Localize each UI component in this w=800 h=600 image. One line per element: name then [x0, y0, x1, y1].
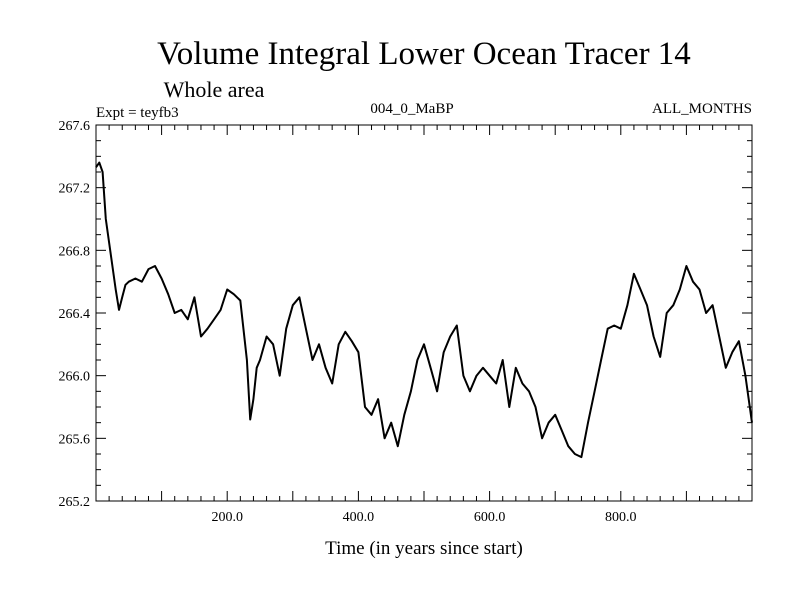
center-label: 004_0_MaBP [370, 101, 453, 117]
y-tick-label: 266.8 [59, 244, 91, 259]
expt-label: Expt = teyfb3 [96, 105, 179, 121]
y-tick-label: 265.6 [59, 432, 91, 447]
y-tick-label: 265.2 [59, 495, 91, 510]
y-tick-label: 266.0 [59, 370, 91, 385]
axis-ticks [95, 124, 753, 502]
x-axis-label: Time (in years since start) [325, 538, 523, 559]
x-tick-label: 400.0 [343, 510, 375, 525]
x-tick-label: 200.0 [211, 510, 243, 525]
tick-labels: 200.0 400.0 600.0 800.0 265.2 265.6 266.0 266.4… [59, 119, 637, 525]
y-tick-label: 267.6 [59, 119, 91, 134]
chart-title: Volume Integral Lower Ocean Tracer 14 [157, 36, 691, 72]
right-label: ALL_MONTHS [652, 101, 752, 117]
series-line [95, 161, 753, 459]
plot-frame [95, 124, 753, 502]
chart-subtitle: Whole area [164, 77, 265, 102]
x-tick-label: 800.0 [605, 510, 637, 525]
y-tick-label: 267.2 [59, 182, 91, 197]
x-tick-label: 600.0 [474, 510, 506, 525]
y-tick-label: 266.4 [59, 307, 91, 322]
